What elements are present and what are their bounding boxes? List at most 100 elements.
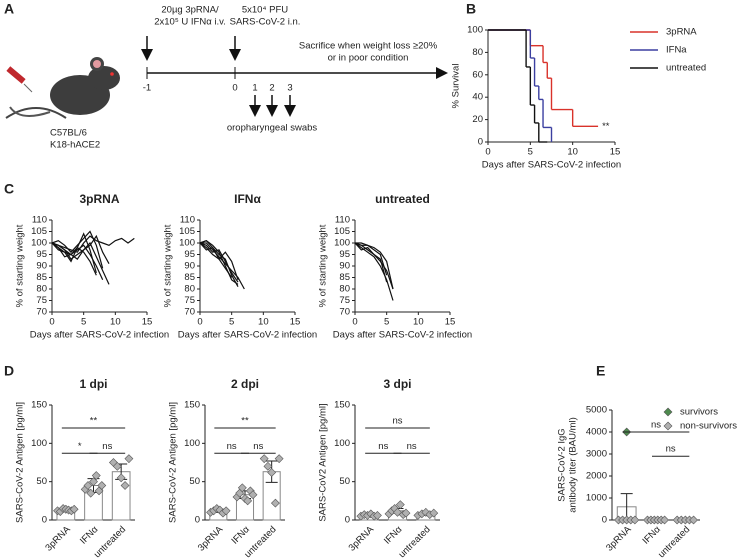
data-point	[270, 498, 280, 508]
weight-line	[354, 242, 388, 283]
weight-line	[199, 239, 239, 287]
significance-label: ns	[378, 441, 388, 452]
x-tick-label: 10	[567, 147, 578, 158]
mouse-strain: C57BL/6	[50, 128, 87, 139]
category-label: IFNα	[229, 524, 252, 547]
weight-line	[355, 242, 388, 276]
x-tick-label: 0	[197, 317, 202, 328]
data-point	[116, 473, 126, 483]
data-point	[237, 483, 247, 493]
weight-line	[354, 242, 394, 290]
y-tick-label: 100	[184, 438, 200, 449]
infection-label: 5x10⁴ PFU	[242, 5, 288, 16]
x-tick-label: 5	[81, 317, 86, 328]
category-label: IFNα	[640, 524, 663, 547]
y-axis-label: SARS-CoV-2 IgG	[557, 428, 568, 501]
weight-line	[51, 230, 104, 269]
infection-label: SARS-CoV-2 i.n.	[230, 17, 301, 28]
data-point	[263, 461, 273, 471]
day-label: 2	[269, 83, 274, 94]
y-tick-label: 70	[184, 307, 195, 318]
chart-title: 3 dpi	[383, 377, 411, 391]
y-tick-label: 150	[31, 400, 47, 411]
y-tick-label: 50	[36, 476, 47, 487]
chart-title: IFNα	[234, 192, 261, 206]
category-label: 3pRNA	[43, 524, 73, 554]
y-tick-label: 0	[345, 515, 350, 526]
data-point	[69, 504, 79, 514]
y-tick-label: 70	[339, 307, 350, 318]
legend-label: non-survivors	[680, 421, 737, 432]
legend-label: 3pRNA	[666, 27, 697, 38]
day-label: 3	[287, 83, 292, 94]
day-label: 0	[232, 83, 237, 94]
x-tick-label: 5	[528, 147, 533, 158]
y-tick-label: 50	[339, 476, 350, 487]
x-tick-label: 5	[229, 317, 234, 328]
y-axis-label: SARS-CoV2 Antigen [pg/ml]	[318, 403, 329, 521]
x-tick-label: 0	[49, 317, 54, 328]
legend-swatch	[663, 421, 673, 431]
significance-label: **	[90, 416, 98, 427]
chart-title: 2 dpi	[231, 377, 259, 391]
data-point	[630, 515, 640, 525]
chart-title: 1 dpi	[79, 377, 107, 391]
y-tick-label: 105	[31, 226, 47, 237]
y-tick-label: 110	[180, 215, 195, 226]
y-tick-label: 2000	[586, 471, 607, 482]
data-point	[274, 454, 284, 464]
significance-label: *	[78, 441, 82, 452]
y-tick-label: 3000	[586, 449, 607, 460]
y-tick-label: 85	[36, 272, 47, 283]
data-point	[660, 515, 669, 525]
x-tick-label: 15	[610, 147, 621, 158]
y-tick-label: 80	[472, 47, 483, 58]
weight-line	[354, 242, 394, 301]
data-point	[91, 471, 101, 480]
y-tick-label: 4000	[586, 427, 607, 438]
y-tick-label: 100	[467, 25, 483, 36]
significance-label: **	[241, 416, 249, 427]
y-tick-label: 100	[31, 238, 47, 249]
x-tick-label: 5	[384, 317, 389, 328]
data-point	[429, 508, 439, 518]
y-tick-label: 85	[184, 272, 195, 283]
weight-line	[51, 242, 104, 281]
data-point	[689, 515, 698, 525]
y-tick-label: 80	[339, 284, 350, 295]
y-axis-label: % of starting weight	[163, 224, 174, 307]
data-point	[83, 481, 93, 490]
y-tick-label: 0	[195, 515, 200, 526]
treatment-label: 2x10⁵ U IFNα i.v.	[154, 17, 226, 28]
significance-label: ns	[407, 441, 417, 452]
treatment-label: 20µg 3pRNA/	[161, 5, 219, 16]
x-axis-label: Days after SARS-CoV-2 infection	[178, 330, 317, 341]
category-label: 3pRNA	[347, 524, 377, 554]
panel-label: C	[4, 181, 14, 197]
y-tick-label: 80	[36, 284, 47, 295]
category-label: IFNα	[78, 524, 101, 547]
x-axis-label: Days after SARS-CoV-2 infection	[333, 330, 472, 341]
x-tick-label: 10	[258, 317, 269, 328]
y-tick-label: 95	[184, 249, 195, 260]
significance-label: ns	[102, 441, 112, 452]
day-label: 1	[252, 83, 257, 94]
significance-label: ns	[253, 441, 263, 452]
y-tick-label: 0	[602, 515, 607, 526]
weight-line	[51, 232, 97, 274]
data-point	[243, 496, 253, 506]
legend-label: IFNa	[666, 45, 687, 56]
weight-line	[199, 242, 239, 283]
y-tick-label: 70	[36, 307, 47, 318]
data-point	[97, 481, 107, 490]
y-tick-label: 90	[339, 261, 350, 272]
y-tick-label: 105	[179, 226, 195, 237]
category-label: IFNα	[382, 524, 405, 547]
data-point	[86, 488, 96, 498]
panel-label: E	[596, 363, 605, 379]
y-tick-label: 1000	[586, 493, 607, 504]
significance-label: ns	[392, 416, 402, 427]
panel-label: B	[466, 1, 476, 17]
